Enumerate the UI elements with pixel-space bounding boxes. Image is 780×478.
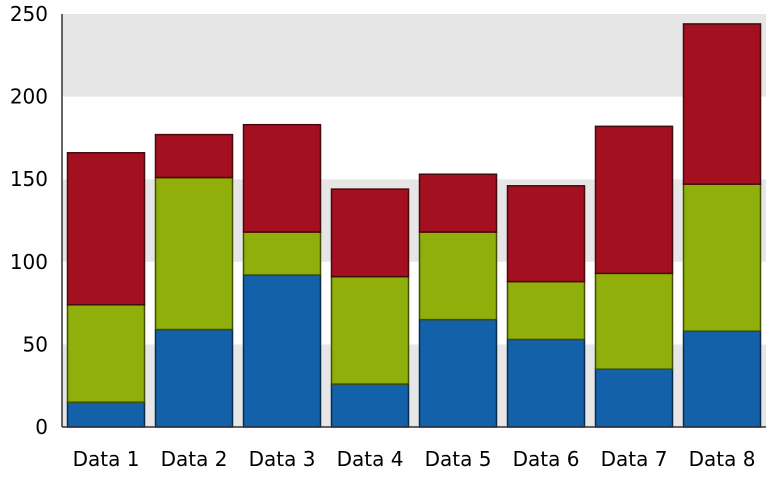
bar-segment (506, 338, 586, 428)
bar-segment (66, 304, 146, 403)
bar-segment (154, 328, 234, 428)
bar-segment (66, 401, 146, 428)
bar-segment (330, 383, 410, 428)
bar-segment (682, 23, 762, 185)
bars (66, 23, 762, 428)
bar-segment (506, 280, 586, 341)
bar-segment (682, 330, 762, 428)
x-tick-label: Data 7 (601, 447, 668, 471)
bar-segment (594, 125, 674, 275)
bar-segment (682, 183, 762, 332)
bar-segment (66, 152, 146, 306)
bar-segment (594, 272, 674, 370)
bar-segment (154, 176, 234, 331)
bar-segment (418, 231, 498, 321)
x-tick-label: Data 2 (161, 447, 228, 471)
y-tick-label: 250 (10, 2, 48, 26)
bar-segment (418, 173, 498, 233)
bar-segment (154, 133, 234, 179)
x-tick-label: Data 5 (425, 447, 492, 471)
y-tick-label: 200 (10, 85, 48, 109)
background-band (62, 14, 766, 97)
bar-segment (594, 368, 674, 428)
y-tick-label: 150 (10, 167, 48, 191)
bar-segment (242, 123, 322, 233)
bar-segment (330, 188, 410, 278)
bar-segment (242, 274, 322, 428)
y-axis-ticks: 0 50 100 150 200 250 (10, 2, 48, 439)
x-tick-label: Data 8 (689, 447, 756, 471)
x-axis-ticks: Data 1 Data 2 Data 3 Data 4 Data 5 Data 6 Data… (73, 447, 756, 471)
axes (61, 14, 766, 428)
bar-segment (418, 318, 498, 428)
x-tick-label: Data 6 (513, 447, 580, 471)
x-tick-label: Data 1 (73, 447, 140, 471)
x-tick-label: Data 4 (337, 447, 404, 471)
x-tick-label: Data 3 (249, 447, 316, 471)
bar-segment (330, 275, 410, 385)
y-tick-label: 50 (23, 332, 48, 356)
y-tick-label: 100 (10, 250, 48, 274)
y-tick-label: 0 (35, 415, 48, 439)
bar-segment (242, 231, 322, 276)
bar-segment (506, 185, 586, 283)
